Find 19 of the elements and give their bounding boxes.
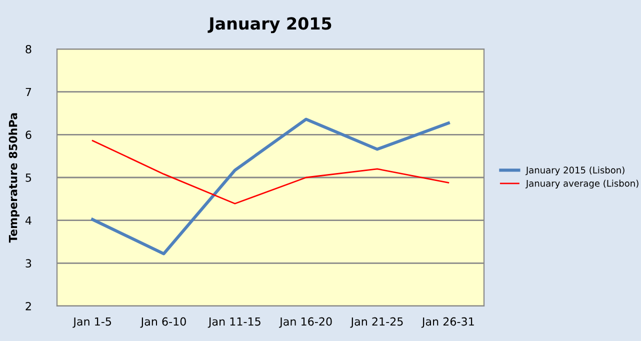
- y-tick-label: 5: [26, 174, 32, 182]
- y-tick-label: 6: [26, 130, 32, 140]
- y-tick-label: 8: [26, 44, 32, 54]
- x-tick-label: Jan 6-10: [140, 317, 186, 328]
- x-tick-label: Jan 16-20: [279, 317, 332, 328]
- y-tick-label: 3: [26, 259, 32, 268]
- legend-label: January average (Lisbon): [525, 180, 638, 188]
- y-tick-label: 7: [26, 88, 32, 96]
- x-tick-label: Jan 11-15: [208, 317, 260, 328]
- y-axis-title: Temperature 850hPa: [8, 113, 20, 243]
- y-tick-label: 4: [25, 216, 32, 225]
- x-tick-label: Jan 1-5: [72, 317, 112, 328]
- line-series: [91, 118, 450, 256]
- chart-title: January 2015: [208, 17, 332, 34]
- line-series: [92, 140, 450, 204]
- x-tick-label: Jan 26-31: [421, 317, 474, 328]
- x-tick-label: Jan 21-25: [350, 317, 403, 328]
- legend-label: January 2015 (Lisbon): [525, 166, 624, 176]
- y-tick-label: 2: [26, 302, 31, 310]
